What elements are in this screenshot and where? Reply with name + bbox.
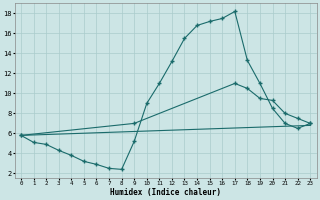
X-axis label: Humidex (Indice chaleur): Humidex (Indice chaleur) <box>110 188 221 197</box>
